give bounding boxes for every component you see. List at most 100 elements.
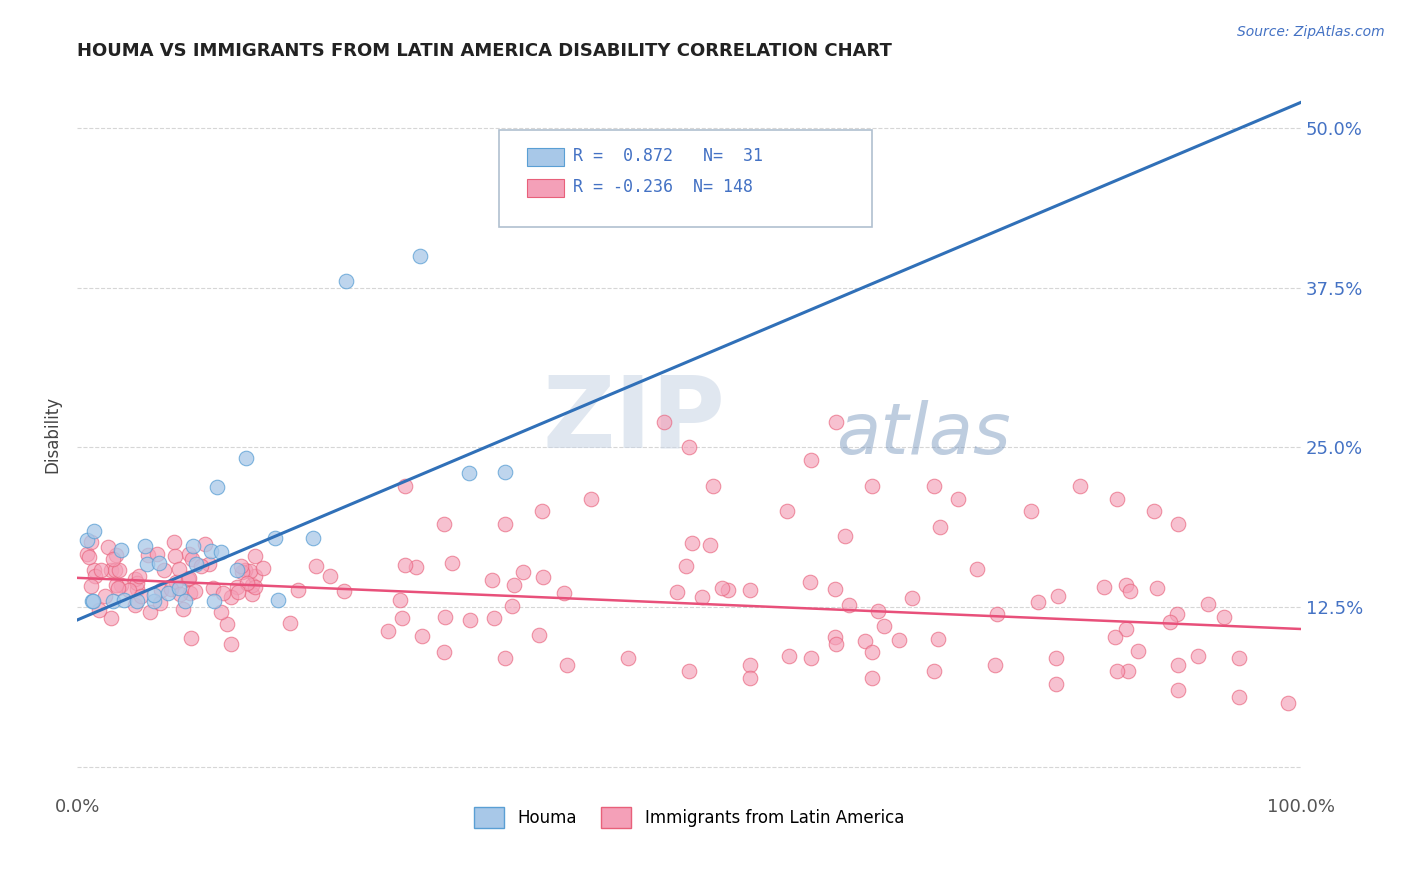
Point <box>165 549 187 563</box>
Point <box>1107 491 1129 506</box>
Point <box>226 584 249 599</box>
Point <box>80 534 103 549</box>
Point <box>156 586 179 600</box>
Point <box>1026 594 1049 608</box>
Text: Source: ZipAtlas.com: Source: ZipAtlas.com <box>1237 25 1385 39</box>
Point <box>1212 610 1234 624</box>
Point <box>186 557 208 571</box>
Point <box>434 610 457 624</box>
Point <box>555 657 578 672</box>
Point <box>219 590 242 604</box>
Point <box>179 571 201 585</box>
Point <box>501 599 523 613</box>
Point <box>239 564 262 578</box>
Point <box>127 582 149 596</box>
Point <box>494 465 516 479</box>
Point <box>118 582 141 597</box>
Point <box>83 569 105 583</box>
Point <box>1167 683 1189 698</box>
Point <box>198 557 221 571</box>
Point <box>180 631 202 645</box>
Point <box>235 450 257 465</box>
Point <box>502 577 524 591</box>
Point <box>165 575 187 590</box>
Point <box>678 441 700 455</box>
Point <box>211 585 233 599</box>
Point <box>579 491 602 506</box>
Point <box>184 583 207 598</box>
Point <box>1187 648 1209 663</box>
Point <box>799 575 821 590</box>
Point <box>1115 578 1137 592</box>
Point <box>190 559 212 574</box>
Point <box>494 517 516 532</box>
Point <box>100 563 122 577</box>
Point <box>887 633 910 648</box>
Point <box>405 559 427 574</box>
Point <box>699 538 721 552</box>
Point <box>1197 597 1219 611</box>
Point <box>112 593 135 607</box>
Point <box>138 605 160 619</box>
Point <box>319 569 342 583</box>
Point <box>124 599 146 613</box>
Point <box>553 586 575 600</box>
Point <box>205 480 228 494</box>
Point <box>148 556 170 570</box>
Point <box>83 524 105 538</box>
Point <box>1069 479 1091 493</box>
Point <box>110 543 132 558</box>
Point <box>167 562 190 576</box>
Point <box>103 552 125 566</box>
Point <box>1277 696 1299 710</box>
Point <box>107 581 129 595</box>
Point <box>202 582 225 596</box>
Point <box>873 619 896 633</box>
Point <box>209 545 232 559</box>
Point <box>105 578 128 592</box>
Point <box>136 548 159 562</box>
Point <box>107 562 129 576</box>
Point <box>901 591 924 605</box>
Point <box>233 563 256 577</box>
Point <box>97 540 120 554</box>
Text: HOUMA VS IMMIGRANTS FROM LATIN AMERICA DISABILITY CORRELATION CHART: HOUMA VS IMMIGRANTS FROM LATIN AMERICA D… <box>77 42 891 60</box>
Point <box>717 582 740 597</box>
Point <box>142 594 165 608</box>
Point <box>776 504 799 518</box>
FancyBboxPatch shape <box>499 130 872 227</box>
Point <box>702 479 724 493</box>
Point <box>388 592 411 607</box>
Point <box>128 568 150 582</box>
Point <box>167 581 190 595</box>
Point <box>860 645 883 659</box>
Point <box>87 603 110 617</box>
Point <box>94 590 117 604</box>
Point <box>278 616 301 631</box>
Point <box>482 611 505 625</box>
Point <box>76 547 98 561</box>
Point <box>512 565 534 579</box>
Point <box>458 614 481 628</box>
Point <box>1229 651 1251 665</box>
Point <box>226 563 249 577</box>
Point <box>800 453 823 467</box>
Point <box>302 532 325 546</box>
Point <box>90 563 112 577</box>
Point <box>127 575 149 590</box>
Point <box>103 594 125 608</box>
Point <box>1128 643 1150 657</box>
Point <box>79 549 101 564</box>
Point <box>778 648 800 663</box>
Point <box>1045 677 1067 691</box>
Point <box>1119 584 1142 599</box>
Point <box>287 582 309 597</box>
Point <box>946 491 969 506</box>
Point <box>394 479 416 493</box>
Point <box>1021 504 1043 518</box>
Point <box>1045 651 1067 665</box>
Point <box>800 651 823 665</box>
Point <box>124 573 146 587</box>
Point <box>377 624 399 638</box>
Point <box>738 657 761 672</box>
